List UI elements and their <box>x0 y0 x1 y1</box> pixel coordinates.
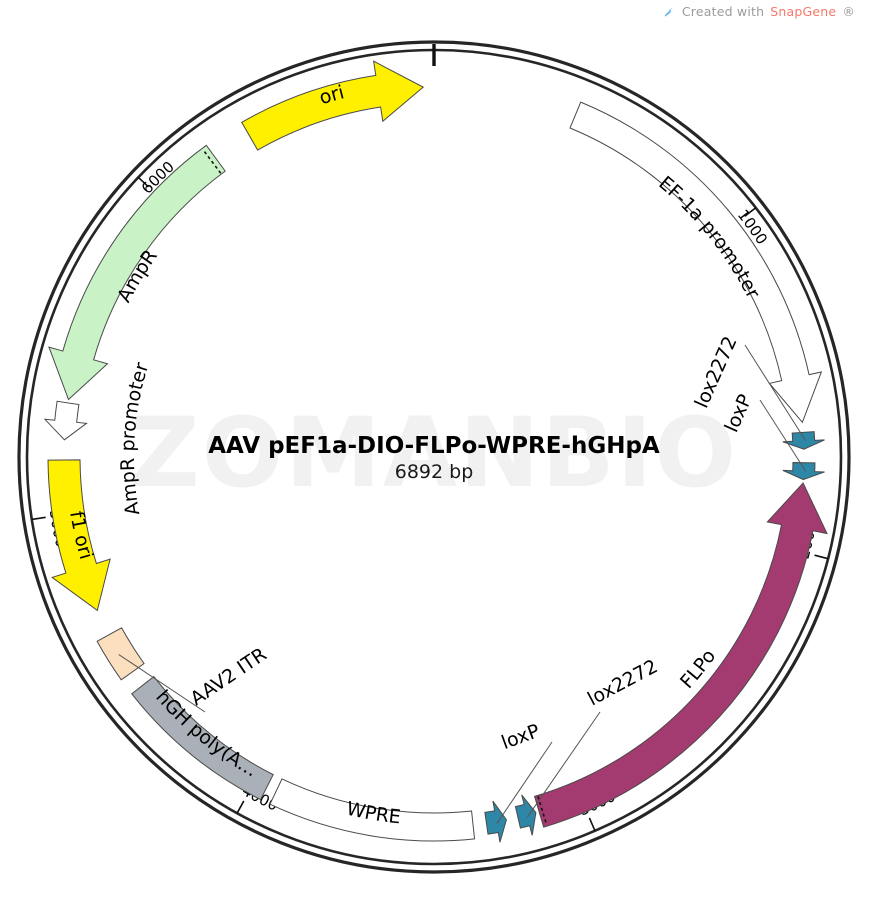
plasmid-length-label: 6892 bp <box>395 461 474 483</box>
credit-brand-reg: ® <box>842 4 855 19</box>
feature-aav2-itr[interactable] <box>96 627 145 681</box>
credit-brand-snap: SnapGene <box>770 4 837 19</box>
feature-ori[interactable] <box>241 60 425 151</box>
feature-wpre[interactable] <box>269 778 476 842</box>
credit-prefix: Created with <box>681 4 765 19</box>
feature-hgh-poly-a-signal[interactable] <box>131 675 274 801</box>
feature-label-lox2272-2: lox2272 <box>584 655 661 710</box>
feature-label-loxp-2: loxP <box>499 720 543 754</box>
feature-ef-1a-promoter[interactable] <box>569 101 823 424</box>
page-title: AAV pEF1a-DIO-FLPo-WPRE-hGHpA <box>208 433 660 459</box>
watermark-text: ZOMANBIO <box>130 397 738 509</box>
snapgene-logo-icon <box>664 7 673 17</box>
snapgene-credit: Created with SnapGene ® <box>662 4 855 19</box>
feature-ampr-promoter[interactable] <box>43 400 88 441</box>
feature-loxp[interactable] <box>782 462 825 481</box>
feature-lox2272-2[interactable] <box>514 794 537 836</box>
ampr-signal-peptide-marker <box>202 148 222 174</box>
feature-label-aav2-itr: AAV2 ITR <box>186 643 270 710</box>
feature-flpo[interactable] <box>533 482 828 828</box>
feature-f1-ori[interactable] <box>47 459 111 612</box>
feature-ampr[interactable] <box>48 144 226 401</box>
feature-loxp-2[interactable] <box>484 800 507 843</box>
flpo-boundary-marker <box>537 796 548 826</box>
feature-lox2272[interactable] <box>782 431 825 450</box>
